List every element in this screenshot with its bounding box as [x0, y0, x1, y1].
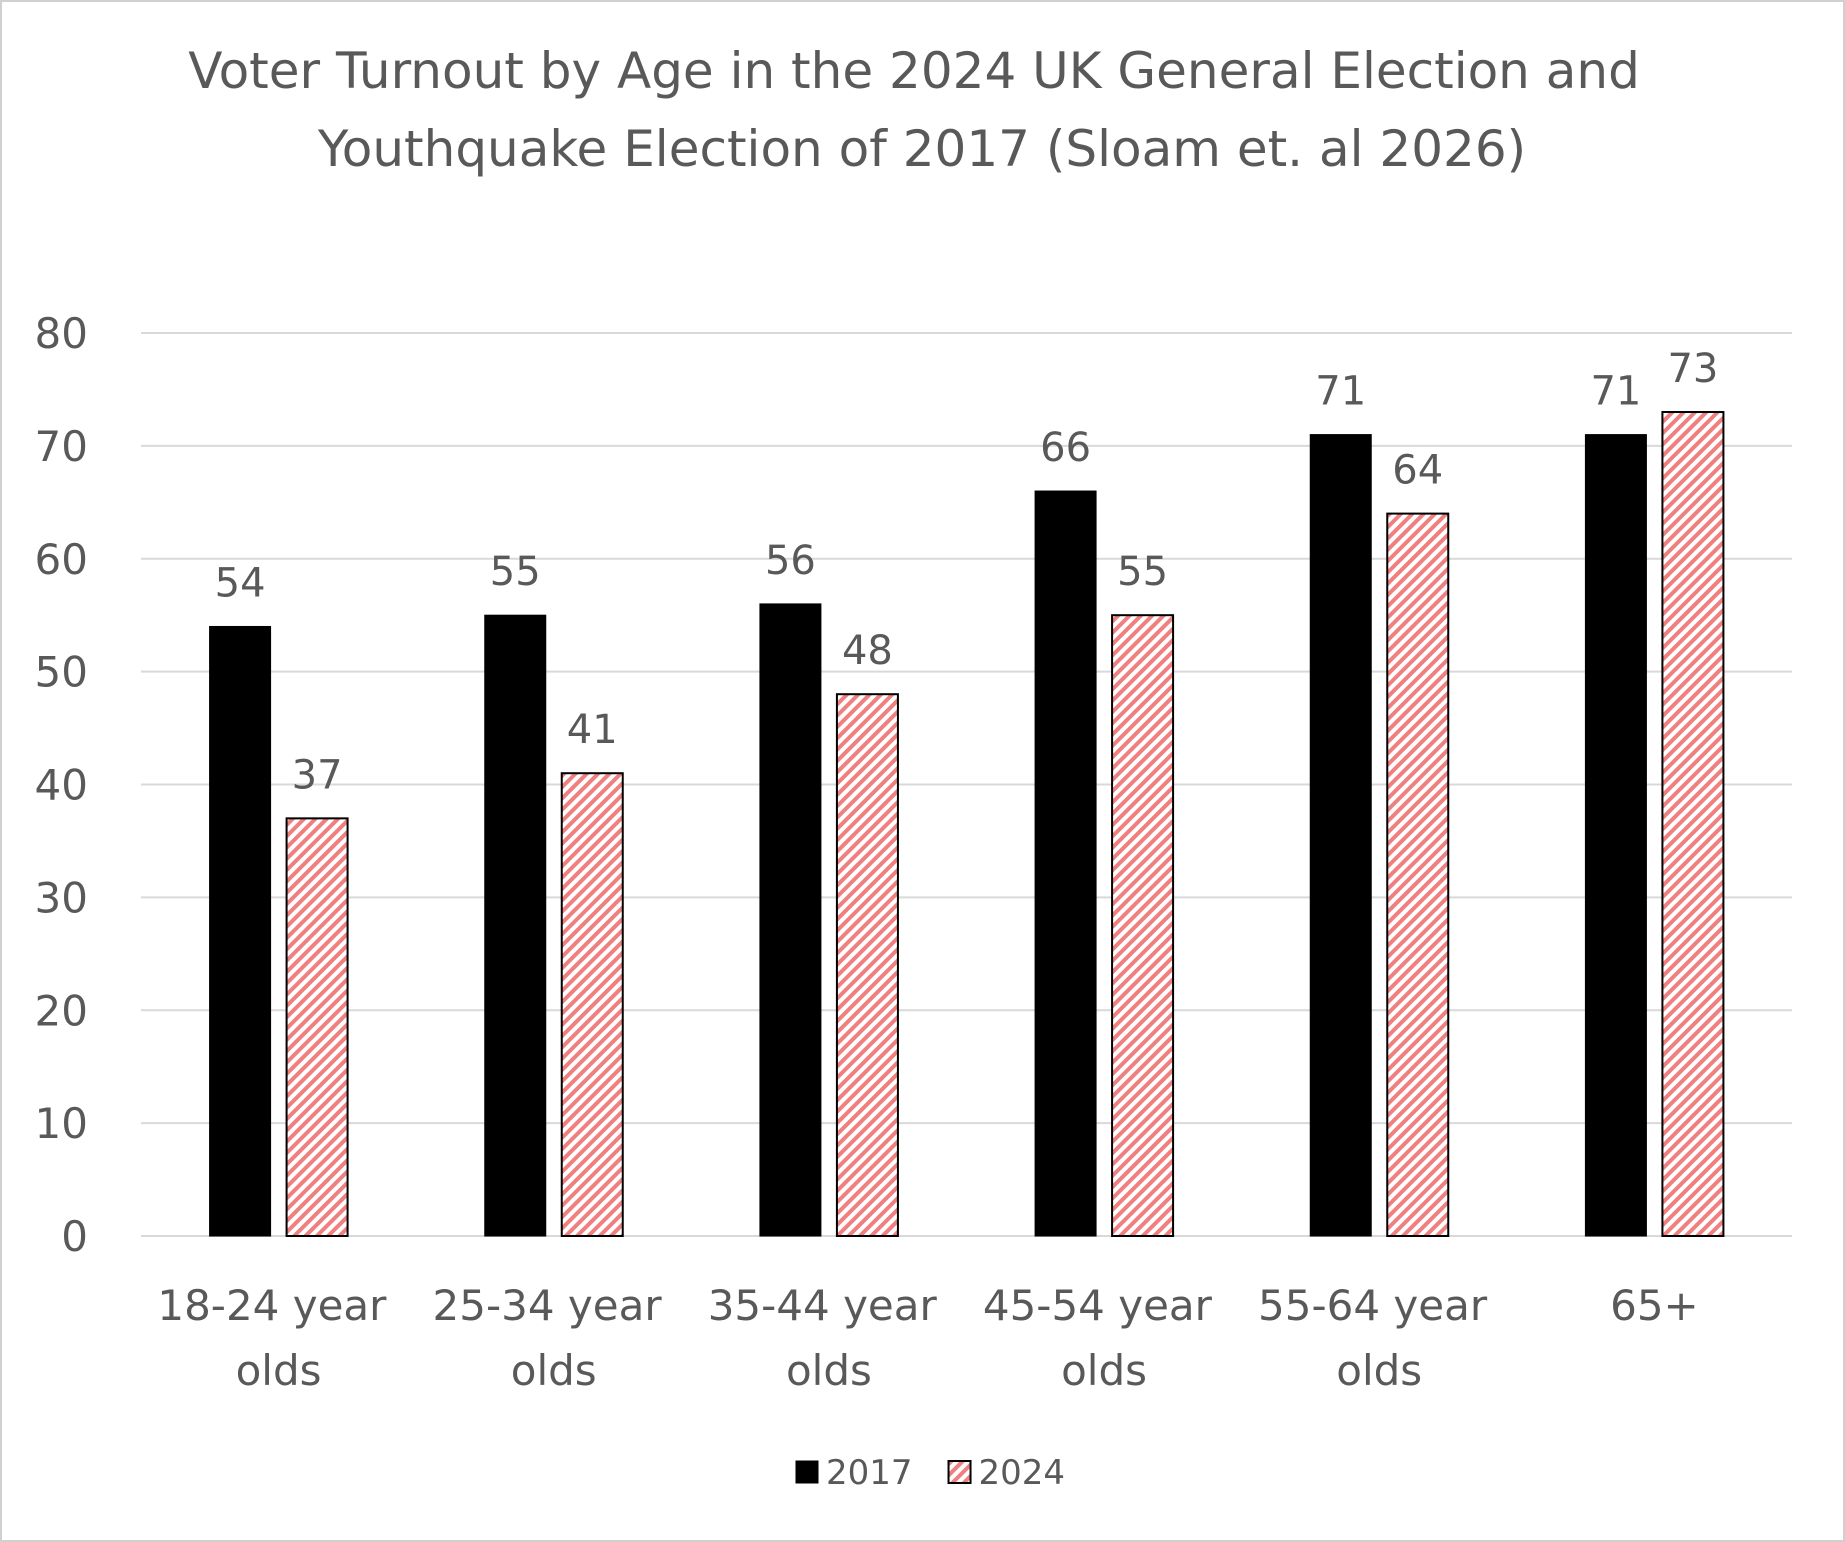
y-tick-label: 70 [35, 422, 88, 471]
bar [560, 772, 624, 1238]
legend-swatch [795, 1460, 819, 1484]
bar [1034, 490, 1097, 1237]
legend-label: 2024 [979, 1453, 1066, 1493]
data-label: 41 [567, 707, 618, 753]
bar [484, 614, 547, 1237]
data-label: 71 [1590, 369, 1641, 415]
x-tick-label: 65+ [1610, 1281, 1699, 1330]
data-label: 55 [490, 549, 541, 595]
x-tick-label: 18-24 year olds [157, 1281, 399, 1395]
y-tick-label: 10 [35, 1099, 88, 1148]
data-label: 48 [842, 628, 893, 674]
bar [759, 603, 822, 1237]
y-tick-label: 50 [35, 648, 88, 697]
data-label: 64 [1392, 448, 1443, 494]
bar [1584, 434, 1647, 1237]
x-tick-label: 45-54 year olds [983, 1281, 1225, 1395]
x-tick-label: 25-34 year olds [433, 1281, 675, 1395]
x-tick-label: 35-44 year olds [708, 1281, 950, 1395]
data-label: 71 [1315, 369, 1366, 415]
data-label: 66 [1040, 425, 1091, 471]
data-label: 56 [765, 538, 816, 584]
x-tick-label: 55-64 year olds [1258, 1281, 1500, 1395]
y-tick-label: 20 [35, 986, 88, 1035]
y-tick-label: 60 [35, 535, 88, 584]
y-tick-label: 30 [35, 873, 88, 922]
bar [1386, 512, 1450, 1237]
data-label: 73 [1667, 346, 1718, 392]
bar [1111, 614, 1175, 1237]
bar [1661, 411, 1725, 1237]
y-tick-label: 80 [35, 309, 88, 358]
bar [285, 817, 349, 1237]
data-label: 37 [292, 752, 343, 798]
bar [835, 693, 899, 1237]
data-label: 54 [215, 560, 266, 606]
y-tick-label: 40 [35, 761, 88, 810]
data-label: 55 [1117, 549, 1168, 595]
legend-label: 2017 [826, 1453, 913, 1493]
bar [1309, 434, 1372, 1237]
bar [209, 625, 272, 1237]
chart-title: Voter Turnout by Age in the 2024 UK Gene… [188, 42, 1655, 178]
y-tick-label: 0 [61, 1212, 88, 1261]
legend-swatch [947, 1460, 972, 1484]
